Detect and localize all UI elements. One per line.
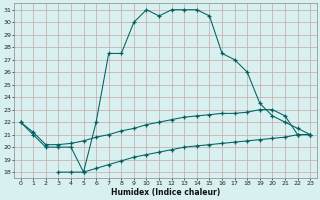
X-axis label: Humidex (Indice chaleur): Humidex (Indice chaleur) [111, 188, 220, 197]
